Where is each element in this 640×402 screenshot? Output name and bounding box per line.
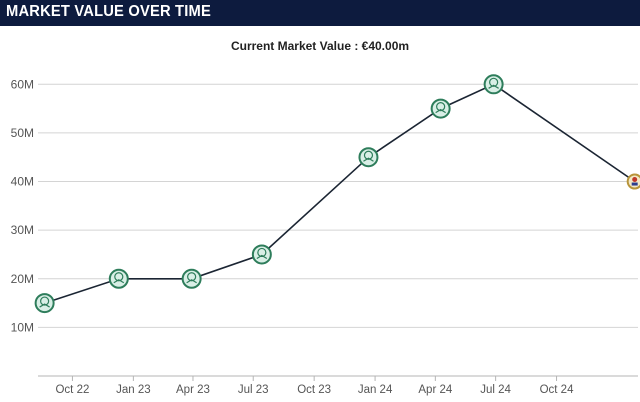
series-line <box>44 83 636 304</box>
y-tick-label: 10M <box>11 320 34 334</box>
data-point-marker[interactable] <box>483 74 504 95</box>
x-tick-label: Apr 24 <box>418 384 452 396</box>
x-tick-label: Oct 24 <box>540 384 574 396</box>
y-tick-label: 50M <box>11 126 34 140</box>
grid-layer <box>38 83 638 328</box>
marker-layer <box>34 74 640 314</box>
header-bar: MARKET VALUE OVER TIME <box>0 0 640 26</box>
y-tick-label: 60M <box>11 77 34 91</box>
data-point-marker[interactable] <box>430 98 451 119</box>
data-point-marker[interactable] <box>251 244 272 265</box>
x-tick-label: Jan 23 <box>116 384 151 396</box>
data-point-marker[interactable] <box>358 147 379 168</box>
data-point-marker[interactable] <box>626 173 640 190</box>
header-title: MARKET VALUE OVER TIME <box>6 3 211 20</box>
line-layer <box>44 83 636 304</box>
x-tick-label: Jan 24 <box>358 384 393 396</box>
axis-layer: 10M 20M 30M 40M 50M 60M Oct 22 Jan 23 Apr 23 Jul … <box>11 77 638 396</box>
chart-subtitle: Current Market Value : €40.00m <box>230 39 410 53</box>
x-tick-label: Oct 23 <box>297 384 331 396</box>
x-tick-label: Jul 24 <box>480 384 511 396</box>
x-tick-label: Oct 22 <box>55 384 89 396</box>
y-tick-label: 20M <box>11 272 34 286</box>
x-tick-label: Jul 23 <box>238 384 269 396</box>
data-point-marker[interactable] <box>34 293 55 314</box>
data-point-marker[interactable] <box>108 268 129 289</box>
y-tick-label: 40M <box>11 175 34 189</box>
y-tick-label: 30M <box>11 223 34 237</box>
x-tick-label: Apr 23 <box>176 384 210 396</box>
data-point-marker[interactable] <box>181 268 202 289</box>
